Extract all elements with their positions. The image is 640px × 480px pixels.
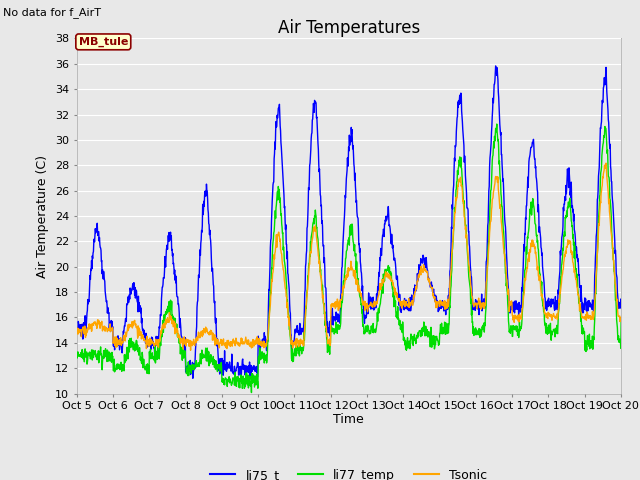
Y-axis label: Air Temperature (C): Air Temperature (C) (36, 155, 49, 277)
X-axis label: Time: Time (333, 413, 364, 426)
Title: Air Temperatures: Air Temperatures (278, 19, 420, 37)
Text: No data for f_AirT: No data for f_AirT (3, 7, 101, 18)
Text: MB_tule: MB_tule (79, 37, 128, 47)
Legend: li75_t, li77_temp, Tsonic: li75_t, li77_temp, Tsonic (205, 464, 492, 480)
